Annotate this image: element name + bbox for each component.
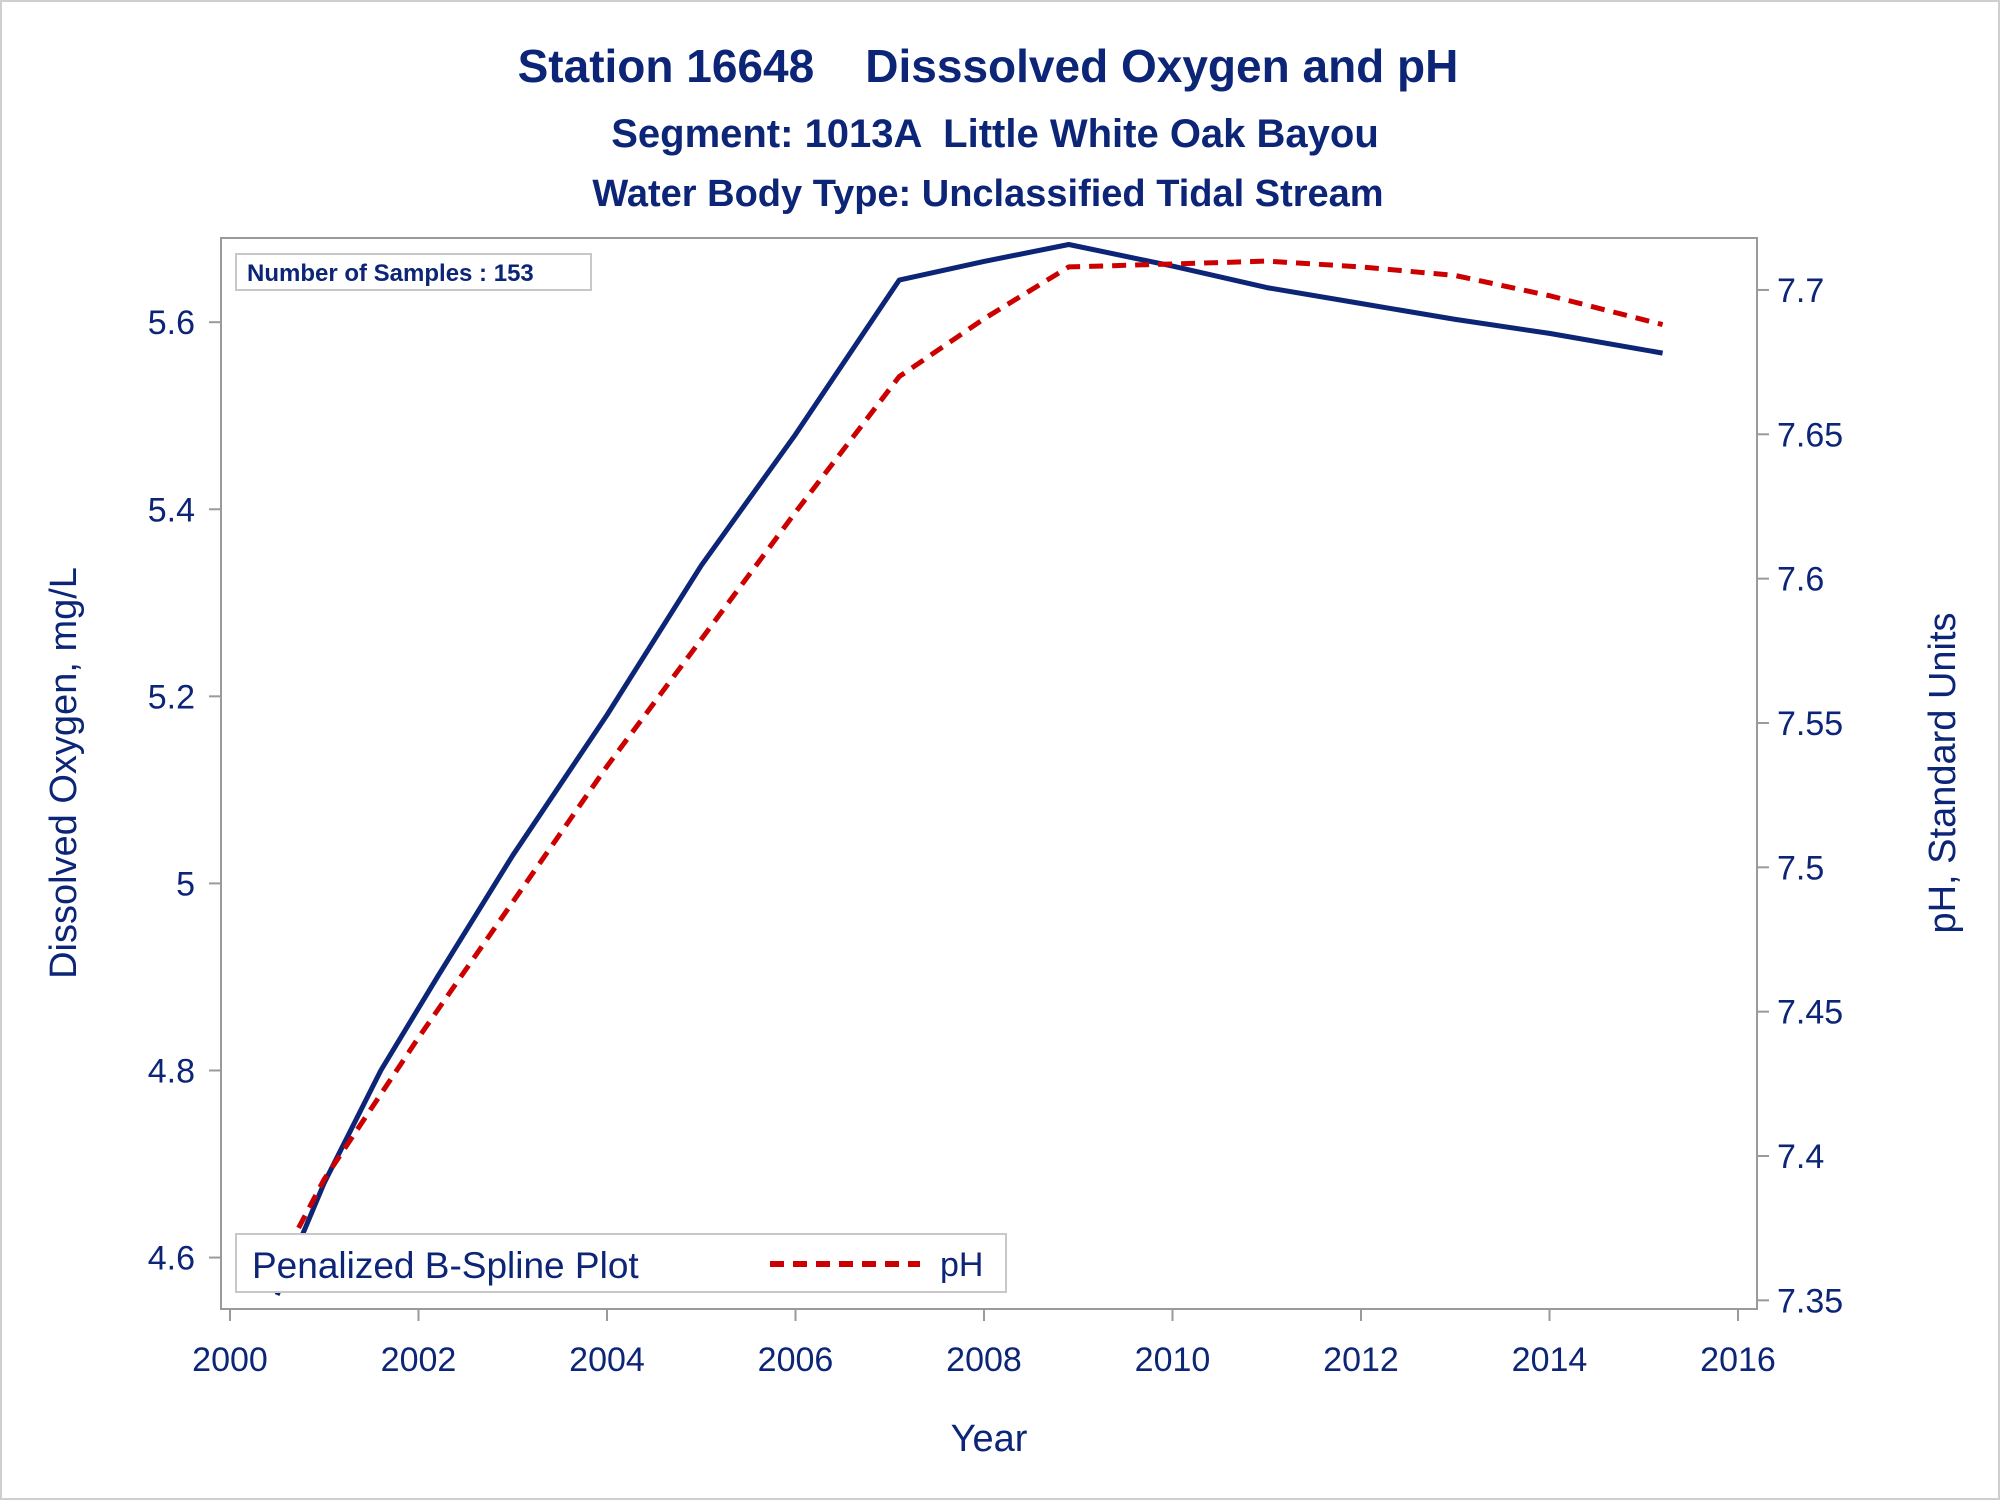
plot-area-border (220, 237, 1758, 1310)
chart-subtitle: Segment: 1013A Little White Oak Bayou (611, 112, 1379, 156)
series-layer (274, 242, 1664, 1296)
y-tick-label: 4.6 (148, 1240, 195, 1278)
y-axis-label: Dissolved Oxygen, mg/L (43, 567, 85, 979)
x-tick-label: 2016 (1700, 1341, 1776, 1379)
y-tick-label: 5.2 (148, 678, 195, 716)
x-tick-label: 2012 (1323, 1341, 1399, 1379)
y2-axis-label: pH, Standard Units (1922, 612, 1964, 933)
ph-series-line (274, 258, 1664, 1270)
x-axis-label: Year (951, 1418, 1028, 1460)
chart-subtitle-2: Water Body Type: Unclassified Tidal Stre… (592, 173, 1383, 215)
y2-tick-label: 7.45 (1777, 994, 1843, 1032)
chart-title: Station 16648 Disssolved Oxygen and pH (518, 40, 1459, 92)
x-tick-label: 2002 (381, 1341, 457, 1379)
y-tick-label: 4.8 (148, 1052, 195, 1090)
x-tick-label: 2004 (569, 1341, 645, 1379)
y2-tick-label: 7.65 (1777, 416, 1843, 454)
y2-tick-label: 7.6 (1777, 561, 1824, 599)
y2-tick-label: 7.4 (1777, 1138, 1824, 1176)
y-tick-label: 5.4 (148, 491, 195, 529)
y2-tick-label: 7.7 (1777, 272, 1824, 310)
y2-tick-label: 7.5 (1777, 849, 1824, 887)
x-tick-label: 2010 (1135, 1341, 1211, 1379)
y2-tick-label: 7.55 (1777, 705, 1843, 743)
y-tick-label: 5.6 (148, 304, 195, 342)
x-tick-label: 2000 (192, 1341, 268, 1379)
axes-layer: 2000 2002 2004 2006 2008 2010 2012 2014 2016 4.6 4… (148, 272, 1843, 1379)
x-tick-label: 2014 (1512, 1341, 1588, 1379)
legend-title: Penalized B-Spline Plot (252, 1245, 639, 1286)
x-tick-label: 2006 (758, 1341, 834, 1379)
y2-tick-label: 7.35 (1777, 1282, 1843, 1320)
y-tick-label: 5 (176, 865, 195, 903)
sample-count-annotation: Number of Samples : 153 (247, 260, 534, 287)
x-tick-label: 2008 (946, 1341, 1022, 1379)
legend-box (235, 1233, 1007, 1293)
sample-count-box (235, 253, 592, 291)
dissolved-oxygen-series-line (274, 242, 1664, 1296)
legend-entry-ph: pH (940, 1246, 983, 1284)
